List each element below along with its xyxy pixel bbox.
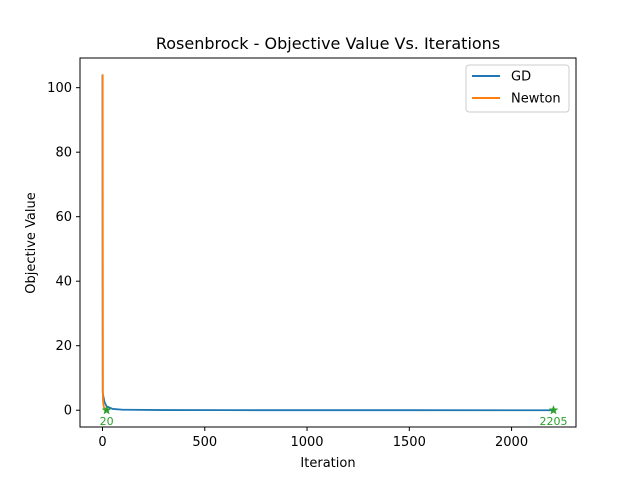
x-tick-label: 2000 — [495, 435, 528, 450]
y-axis-label: Objective Value — [24, 192, 39, 293]
x-axis-label: Iteration — [300, 456, 355, 471]
y-tick-label: 80 — [55, 146, 72, 161]
legend-label-gd: GD — [511, 70, 531, 85]
legend: GD Newton — [465, 64, 570, 113]
star-marker — [101, 405, 112, 415]
y-tick-label: 0 — [64, 404, 72, 419]
x-tick-label: 1500 — [393, 435, 426, 450]
y-tick-label: 40 — [55, 275, 72, 290]
plot-area: 20 2205 — [79, 57, 577, 428]
star-marker — [548, 405, 559, 415]
x-tick-label: 500 — [192, 435, 217, 450]
y-tick-label: 20 — [55, 339, 72, 354]
x-tick-label: 0 — [98, 435, 106, 450]
marker-label: 20 — [100, 415, 114, 428]
plot-frame — [79, 57, 577, 428]
y-tick-label: 100 — [47, 81, 72, 96]
marker-layer: 20 2205 — [100, 405, 568, 428]
y-axis: 0 20 40 60 80 100 — [47, 81, 80, 419]
y-tick-label: 60 — [55, 210, 72, 225]
x-tick-label: 1000 — [290, 435, 323, 450]
marker-label: 2205 — [540, 415, 568, 428]
x-axis: 0 500 1000 1500 2000 — [98, 427, 528, 450]
legend-label-newton: Newton — [511, 92, 561, 107]
chart-title: Rosenbrock - Objective Value Vs. Iterati… — [156, 34, 500, 53]
